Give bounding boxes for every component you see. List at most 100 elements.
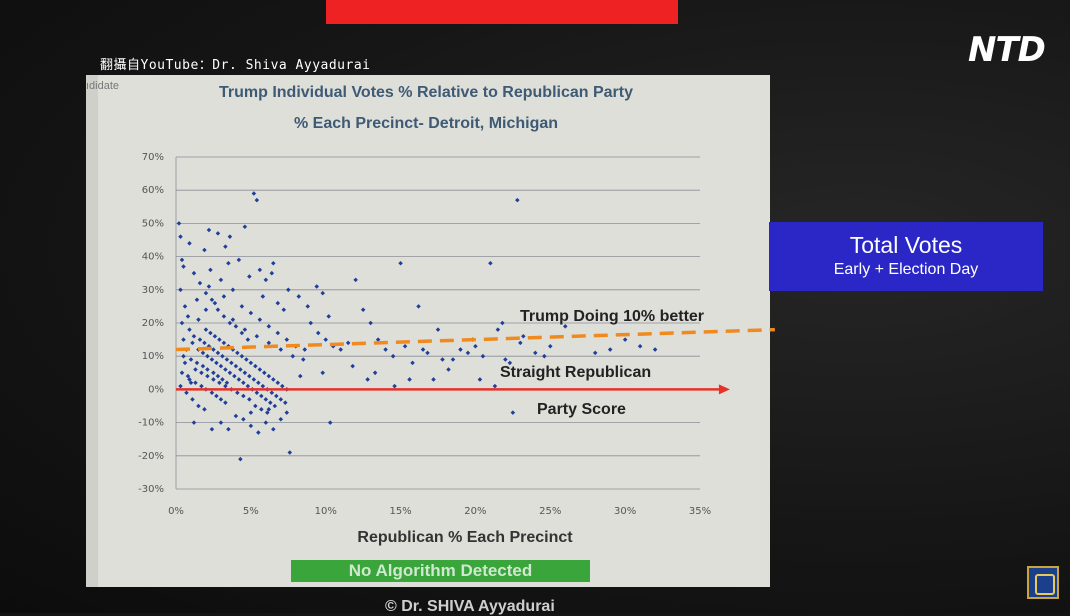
data-point: [194, 297, 200, 303]
chart-slide: [86, 75, 770, 587]
data-point: [266, 407, 272, 412]
data-point: [232, 373, 237, 379]
data-point: [271, 377, 276, 382]
slide-partial-label: ıdidate: [86, 80, 120, 92]
data-point: [446, 367, 451, 372]
data-point: [365, 377, 370, 382]
data-point: [298, 373, 303, 379]
data-point: [235, 390, 240, 395]
x-tick-label: 35%: [689, 506, 711, 517]
data-point: [477, 377, 483, 382]
data-point: [190, 340, 195, 346]
data-point: [239, 330, 245, 336]
data-point: [372, 370, 378, 376]
data-point: [235, 350, 240, 356]
data-point: [241, 417, 246, 422]
data-point: [283, 400, 288, 405]
slide-edge: [86, 75, 98, 587]
data-point: [350, 363, 355, 369]
data-point: [500, 320, 505, 326]
data-point: [360, 307, 366, 312]
data-point: [224, 357, 230, 362]
data-point: [247, 274, 252, 279]
data-point: [260, 383, 266, 389]
data-point: [248, 310, 254, 316]
data-point: [392, 383, 397, 389]
data-point: [266, 324, 272, 329]
data-point: [242, 224, 248, 229]
data-point: [326, 314, 331, 319]
data-point: [203, 327, 209, 332]
data-point: [592, 350, 598, 356]
data-point: [221, 294, 227, 299]
data-point: [440, 357, 445, 362]
data-point: [209, 297, 215, 303]
data-point: [302, 347, 308, 352]
data-point: [274, 393, 279, 399]
data-point: [256, 380, 261, 386]
data-point: [263, 397, 269, 402]
y-tick-label: 70%: [142, 152, 164, 163]
data-point: [227, 320, 233, 326]
y-tick-label: 10%: [142, 351, 164, 362]
data-point: [238, 456, 243, 462]
data-point: [375, 337, 381, 342]
data-point: [271, 260, 276, 266]
data-point: [215, 231, 221, 236]
data-point: [286, 287, 291, 293]
data-point: [205, 373, 210, 379]
data-point: [220, 353, 225, 359]
data-point: [221, 314, 227, 319]
data-point: [458, 347, 463, 352]
data-point: [251, 191, 257, 196]
data-point: [194, 360, 200, 366]
data-point: [191, 420, 197, 425]
y-tick-label: 40%: [142, 252, 164, 263]
data-point: [416, 304, 421, 309]
data-point: [215, 307, 221, 312]
x-tick-label: 5%: [243, 506, 259, 517]
data-point: [248, 360, 254, 366]
data-point: [281, 307, 287, 312]
data-point: [278, 417, 284, 422]
data-point: [178, 287, 183, 293]
source-caption: 翻攝自YouTube：Dr. Shiva Ayyadurai: [100, 58, 371, 73]
data-point: [218, 363, 224, 369]
data-point: [214, 360, 219, 366]
data-point: [239, 304, 245, 309]
y-tick-label: 50%: [142, 218, 164, 229]
data-point: [271, 426, 276, 432]
data-point: [450, 357, 456, 362]
y-tick-label: 30%: [142, 285, 164, 296]
data-point: [488, 260, 493, 266]
data-point: [205, 367, 210, 372]
x-tick-label: 15%: [389, 506, 411, 517]
data-point: [473, 343, 478, 349]
data-point: [230, 317, 236, 322]
data-point: [208, 267, 213, 273]
total-votes-box: Total Votes Early + Election Day: [769, 222, 1043, 291]
data-point: [218, 397, 224, 402]
no-algorithm-label: No Algorithm Detected: [291, 560, 590, 582]
data-point: [266, 340, 272, 346]
data-point: [188, 357, 194, 362]
data-point: [259, 393, 264, 399]
data-point: [178, 234, 183, 239]
data-point: [206, 284, 212, 289]
data-point: [229, 360, 234, 366]
data-point: [241, 380, 246, 386]
data-point: [179, 257, 185, 263]
data-point: [323, 337, 328, 342]
data-point: [209, 390, 215, 395]
total-votes-subtitle: Early + Election Day: [833, 261, 979, 278]
data-point: [637, 343, 643, 349]
data-point: [327, 420, 333, 425]
trend-line: [175, 327, 775, 352]
data-point: [202, 247, 207, 253]
data-point: [181, 353, 186, 359]
x-axis-label: Republican % Each Precinct: [357, 529, 573, 546]
data-point: [223, 383, 228, 389]
data-point: [220, 377, 225, 382]
data-point: [503, 357, 508, 362]
data-point: [181, 264, 186, 269]
